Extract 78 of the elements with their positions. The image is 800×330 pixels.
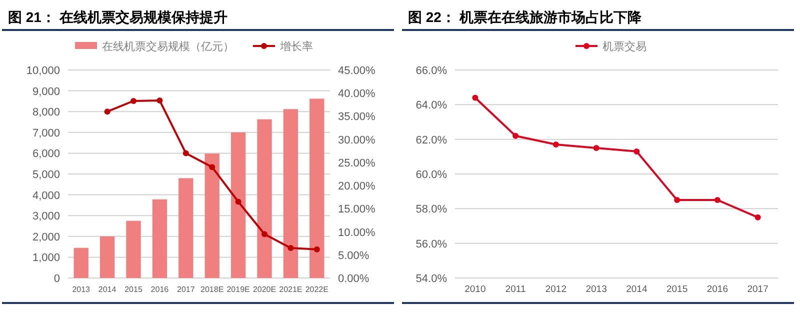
y2-tick-label: 35.00% (338, 111, 376, 124)
y2-tick-label: 15.00% (338, 204, 376, 216)
x-tick-label: 2018E (200, 285, 224, 294)
y-tick-label: 4,000 (32, 190, 60, 202)
legend-label: 增长率 (279, 40, 313, 53)
bar (310, 98, 324, 278)
point (552, 142, 559, 148)
y-tick-label: 3,000 (32, 210, 60, 223)
x-tick-label: 2014 (626, 284, 648, 295)
y-tick-label: 10,000 (26, 65, 60, 77)
y-tick-label: 60.0% (416, 169, 448, 181)
x-tick-label: 2016 (706, 284, 728, 295)
y2-tick-label: 10.00% (338, 226, 376, 239)
point (288, 244, 294, 251)
y-tick-label: 2,000 (32, 231, 60, 244)
x-tick-label: 2010 (464, 284, 486, 295)
y-tick-label: 66.0% (416, 65, 448, 77)
y-tick-label: 9,000 (32, 86, 60, 98)
point (754, 214, 761, 220)
y-tick-label: 56.0% (416, 238, 448, 250)
point (593, 145, 600, 151)
x-tick-label: 2013 (72, 285, 91, 294)
x-tick-label: 2020E (252, 285, 276, 294)
x-tick-label: 2015 (124, 285, 143, 294)
x-tick-label: 2021E (279, 285, 302, 294)
x-tick-label: 2011 (505, 284, 526, 295)
legend-label: 机票交易 (602, 40, 646, 53)
x-tick-label: 2013 (586, 284, 607, 295)
point (130, 98, 136, 104)
chart-title: 图 22： 机票在在线旅游市场占比下降 (408, 9, 642, 25)
point (634, 148, 640, 154)
point (262, 231, 268, 238)
y-tick-label: 58.0% (416, 204, 448, 216)
bar (178, 178, 194, 278)
point (714, 197, 720, 203)
y2-tick-label: 45.00% (338, 65, 376, 77)
point (674, 197, 680, 203)
bar (230, 132, 246, 278)
bar (100, 236, 115, 278)
y2-tick-label: 20.00% (338, 180, 376, 193)
y2-tick-label: 40.00% (338, 88, 376, 100)
bar (126, 220, 141, 278)
y2-tick-label: 0.00% (338, 273, 370, 285)
point (314, 246, 320, 252)
y-tick-label: 1,000 (32, 252, 60, 264)
bar (283, 109, 298, 278)
y2-tick-label: 5.00% (338, 250, 370, 262)
point (512, 132, 519, 139)
point (472, 94, 478, 101)
x-tick-label: 2016 (150, 285, 170, 294)
point (104, 108, 110, 115)
y2-tick-label: 25.00% (338, 157, 376, 170)
x-tick-label: 2012 (545, 284, 567, 295)
x-tick-label: 2017 (747, 284, 768, 295)
point (156, 98, 163, 104)
y-tick-label: 6,000 (32, 148, 60, 160)
y-tick-label: 7,000 (32, 127, 60, 140)
bar (74, 248, 88, 278)
x-tick-label: 2022E (305, 285, 328, 294)
y-tick-label: 54.0% (416, 273, 448, 285)
x-tick-label: 2019E (226, 285, 250, 294)
y-tick-label: 5,000 (32, 169, 60, 181)
x-tick-label: 2017 (177, 285, 196, 294)
x-tick-label: 2015 (666, 284, 688, 295)
bar (257, 119, 272, 278)
y-tick-label: 64.0% (416, 100, 448, 112)
point (235, 198, 242, 205)
y-tick-label: 62.0% (416, 134, 448, 146)
y2-tick-label: 30.00% (338, 134, 376, 146)
y-tick-label: 0 (54, 273, 60, 285)
y-tick-label: 8,000 (32, 106, 60, 119)
bar (152, 199, 168, 278)
chart-title: 图 21： 在线机票交易规模保持提升 (8, 9, 228, 25)
point (209, 164, 216, 170)
x-tick-label: 2014 (98, 285, 117, 294)
legend-label: 在线机票交易规模（亿元） (102, 40, 234, 53)
bar (204, 154, 220, 278)
point (182, 150, 189, 156)
